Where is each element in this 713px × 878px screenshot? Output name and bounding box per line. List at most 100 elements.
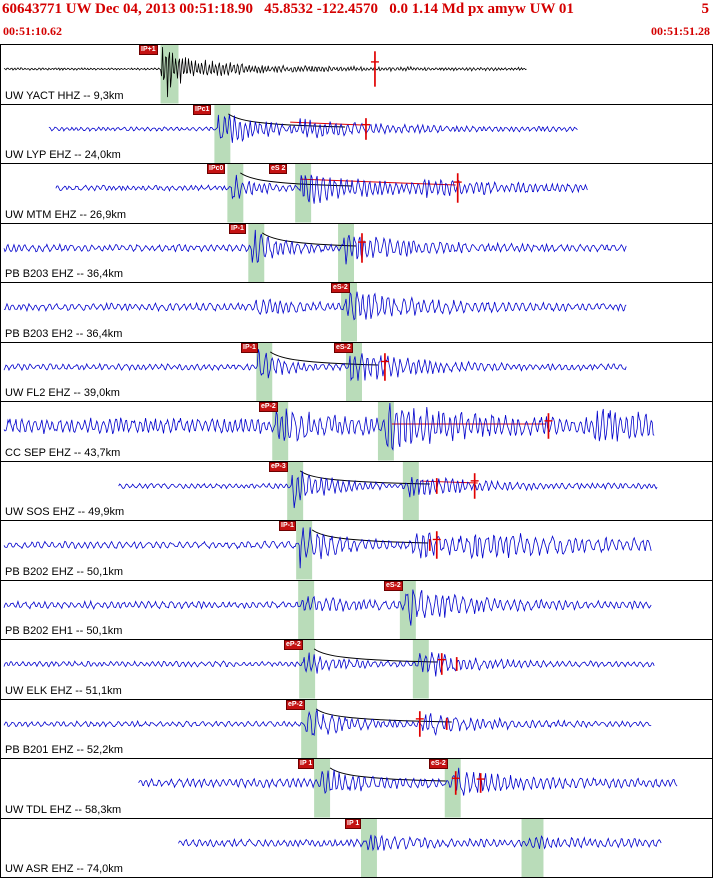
- trace-plot[interactable]: [1, 818, 712, 878]
- trace-row[interactable]: IPc0 eS 2 UW MTM EHZ -- 26,9km: [1, 164, 712, 224]
- pick-flag[interactable]: eP-2: [284, 640, 303, 650]
- station-channel-label: UW ASR EHZ -- 74,0km: [5, 863, 123, 875]
- station-channel-label: UW SOS EHZ -- 49,9km: [5, 506, 125, 518]
- event-summary-bar: 60643771 UW Dec 04, 2013 00:51:18.90 45.…: [0, 0, 713, 24]
- station-channel-label: UW MTM EHZ -- 26,9km: [5, 208, 126, 221]
- waveform: [48, 114, 578, 143]
- trace-plot[interactable]: [1, 342, 712, 402]
- trace-plot[interactable]: [1, 699, 712, 759]
- pick-window-band: [301, 699, 318, 758]
- station-channel-label: PB B203 EH2 -- 36,4km: [5, 327, 123, 340]
- trace-plot[interactable]: [1, 45, 712, 104]
- time-window-bar: 00:51:10.62 00:51:51.28: [0, 24, 713, 44]
- pick-flag[interactable]: IPc1: [193, 104, 212, 115]
- pick-flag[interactable]: eP-3: [269, 461, 288, 472]
- station-channel-label: PB B202 EHZ -- 50,1km: [5, 565, 123, 578]
- waveform: [3, 46, 527, 98]
- pick-flag[interactable]: eP-2: [259, 402, 278, 412]
- trace-row[interactable]: eP-2 PB B201 EHZ -- 52,2km: [1, 699, 712, 759]
- pick-window-band: [412, 640, 429, 699]
- pick-window-band: [227, 164, 244, 223]
- trace-row[interactable]: IP+1 UW YACT HHZ -- 9,3km: [1, 45, 712, 105]
- station-channel-label: UW YACT HHZ -- 9,3km: [5, 89, 124, 102]
- station-channel-label: UW LYP EHZ -- 24,0km: [5, 149, 121, 161]
- trace-plot[interactable]: [1, 640, 712, 699]
- station-channel-label: UW ELK EHZ -- 51,1km: [5, 684, 122, 697]
- waveform: [138, 767, 678, 796]
- pick-flag[interactable]: eS 2: [269, 164, 288, 174]
- pick-flag[interactable]: eS-2: [429, 759, 448, 769]
- waveform: [3, 291, 627, 321]
- pick-flag[interactable]: IP 1: [298, 759, 315, 769]
- coda-duration-line: [290, 121, 363, 126]
- waveform: [3, 348, 627, 381]
- station-channel-label: PB B201 EHZ -- 52,2km: [5, 744, 123, 756]
- trace-row[interactable]: eS-2 PB B202 EH1 -- 50,1km: [1, 580, 712, 640]
- pick-flag[interactable]: eS-2: [384, 580, 403, 591]
- trace-row[interactable]: eS-2 PB B203 EH2 -- 36,4km: [1, 283, 712, 343]
- coda-decay-curve: [313, 648, 438, 663]
- window-end-time: 00:51:51.28: [651, 24, 710, 38]
- pick-window-band: [360, 818, 377, 877]
- pick-flag[interactable]: eS-2: [331, 283, 350, 293]
- pick-flag[interactable]: IPc0: [207, 164, 226, 174]
- trace-row[interactable]: IP-1 PB B202 EHZ -- 50,1km: [1, 521, 712, 581]
- trace-plot[interactable]: [1, 104, 712, 164]
- trace-plot[interactable]: [1, 580, 712, 640]
- pick-window-band: [341, 283, 357, 342]
- pick-window-band: [402, 461, 419, 520]
- trace-row[interactable]: IP-1 eS-2 UW FL2 EHZ -- 39,0km: [1, 342, 712, 402]
- pick-window-band: [399, 580, 416, 639]
- trace-row[interactable]: IP 1 eS-2 UW TDL EHZ -- 58,3km: [1, 759, 712, 819]
- coda-decay-curve: [261, 231, 357, 247]
- station-channel-label: PB B202 EH1 -- 50,1km: [5, 625, 123, 637]
- pick-flag[interactable]: IP-1: [241, 342, 258, 353]
- trace-plot[interactable]: [1, 521, 712, 580]
- pick-flag[interactable]: IP 1: [345, 818, 362, 829]
- trace-plot[interactable]: [1, 223, 712, 283]
- station-channel-label: UW TDL EHZ -- 58,3km: [5, 803, 122, 816]
- trace-row[interactable]: eP-2 UW ELK EHZ -- 51,1km: [1, 640, 712, 700]
- pick-window-band: [298, 580, 315, 639]
- pick-window-band: [214, 104, 231, 163]
- event-summary-text: 60643771 UW Dec 04, 2013 00:51:18.90 45.…: [2, 1, 574, 17]
- trace-row[interactable]: IP-1 PB B203 EHZ -- 36,4km: [1, 223, 712, 283]
- pick-window-band: [287, 461, 304, 520]
- coda-duration-line: [300, 178, 456, 186]
- pick-flag[interactable]: IP-1: [279, 521, 296, 531]
- waveform: [3, 652, 655, 677]
- trace-plot[interactable]: [1, 283, 712, 342]
- pick-window-band: [299, 640, 316, 699]
- trace-plot[interactable]: [1, 759, 712, 818]
- pick-flag[interactable]: IP-1: [229, 223, 246, 234]
- pick-window-band: [444, 759, 461, 818]
- trace-plot[interactable]: [1, 164, 712, 223]
- station-channel-label: CC SEP EHZ -- 43,7km: [5, 446, 121, 459]
- pick-flag[interactable]: IP+1: [139, 45, 158, 55]
- waveform: [178, 834, 662, 851]
- trace-row[interactable]: eP-3 UW SOS EHZ -- 49,9km: [1, 461, 712, 521]
- waveform: [3, 229, 627, 264]
- trace-plot[interactable]: [1, 461, 712, 521]
- pick-window-band: [256, 342, 273, 401]
- waveform: [3, 402, 655, 451]
- trace-row[interactable]: IPc1 UW LYP EHZ -- 24,0km: [1, 104, 712, 164]
- pick-window-band: [377, 402, 394, 461]
- trace-row[interactable]: IP 1 UW ASR EHZ -- 74,0km: [1, 818, 712, 878]
- pick-flag[interactable]: eS-2: [334, 342, 353, 353]
- waveform: [3, 589, 652, 626]
- coda-decay-curve: [329, 767, 446, 782]
- pick-window-band: [521, 818, 544, 877]
- window-start-time: 00:51:10.62: [3, 24, 62, 38]
- waveform: [55, 174, 588, 204]
- waveform: [3, 527, 652, 569]
- waveform: [118, 470, 658, 508]
- trace-plot[interactable]: [1, 402, 712, 461]
- pick-window-band: [314, 759, 331, 818]
- pick-window-band: [338, 223, 355, 282]
- trace-row[interactable]: eP-2 CC SEP EHZ -- 43,7km: [1, 402, 712, 462]
- station-channel-label: UW FL2 EHZ -- 39,0km: [5, 387, 120, 399]
- pick-flag[interactable]: eP-2: [286, 699, 305, 710]
- header-right-value: 5: [701, 1, 710, 17]
